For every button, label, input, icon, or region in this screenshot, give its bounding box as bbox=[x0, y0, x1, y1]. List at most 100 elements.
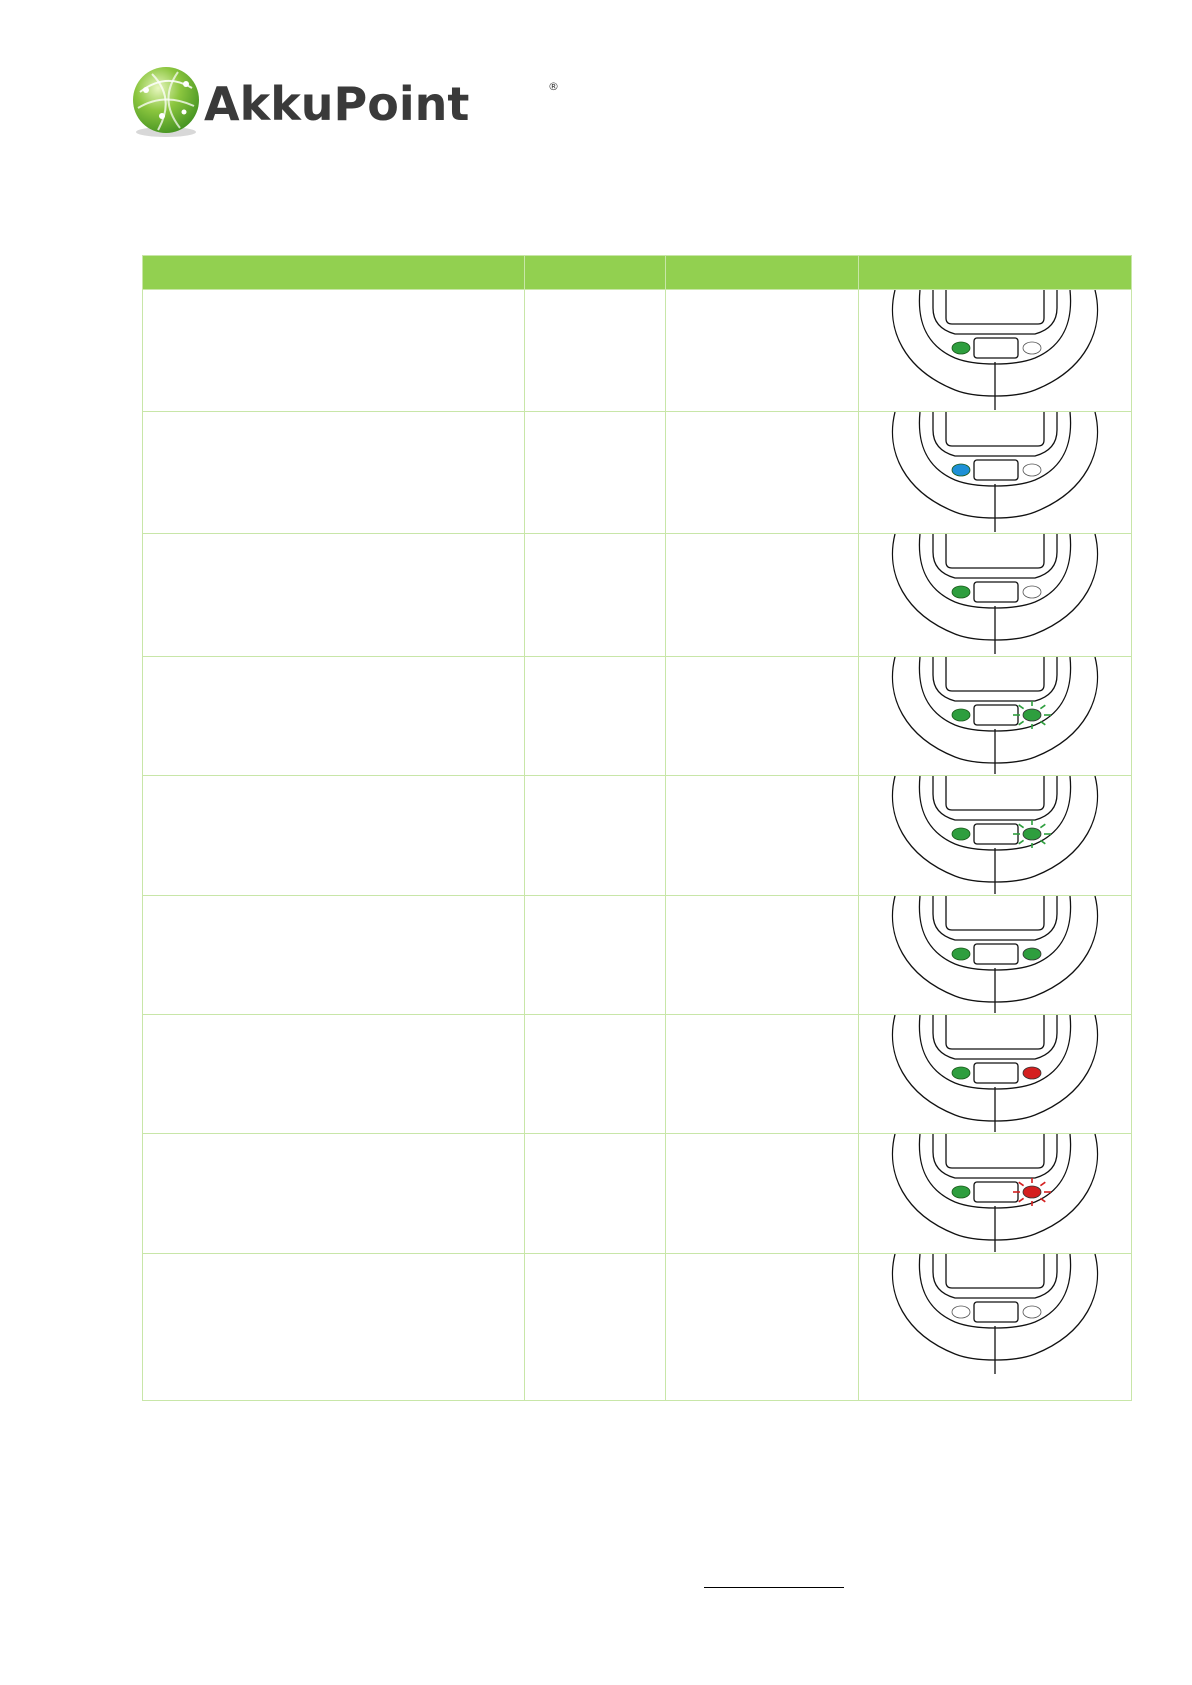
table-cell bbox=[665, 1014, 859, 1134]
left-led-green bbox=[951, 1185, 971, 1199]
right-led-red bbox=[1022, 1066, 1042, 1080]
charger-led-illustration bbox=[891, 412, 1099, 532]
right-led-off bbox=[1022, 463, 1042, 477]
charger-led-illustration bbox=[891, 1134, 1099, 1252]
cell-text bbox=[143, 290, 524, 306]
right-led-green bbox=[1022, 947, 1042, 961]
charger-led-illustration bbox=[891, 534, 1099, 654]
center-button bbox=[973, 823, 1019, 845]
table-cell bbox=[142, 1253, 525, 1401]
cell-text bbox=[666, 1015, 858, 1031]
cell-text bbox=[666, 776, 858, 792]
table-cell bbox=[524, 289, 666, 412]
center-button bbox=[973, 459, 1019, 481]
cell-text bbox=[143, 657, 524, 673]
cell-text bbox=[666, 1134, 858, 1150]
cell-text bbox=[666, 657, 858, 673]
cell-text bbox=[525, 534, 665, 550]
left-led-blue bbox=[951, 463, 971, 477]
cell-text bbox=[143, 776, 524, 792]
cell-text bbox=[525, 1015, 665, 1031]
left-led-off bbox=[951, 1305, 971, 1319]
footer-rule bbox=[704, 1587, 844, 1588]
table-cell bbox=[142, 411, 525, 534]
center-button bbox=[973, 1301, 1019, 1323]
left-led-green bbox=[951, 708, 971, 722]
table-row bbox=[142, 656, 1132, 776]
cell-text bbox=[525, 1134, 665, 1150]
table-cell bbox=[142, 289, 525, 412]
center-button bbox=[973, 337, 1019, 359]
table-cell bbox=[142, 1014, 525, 1134]
table-header-row bbox=[142, 255, 1132, 290]
table-cell bbox=[524, 1014, 666, 1134]
right-led-green bbox=[1022, 708, 1042, 722]
cell-text bbox=[666, 896, 858, 912]
table-cell bbox=[665, 1133, 859, 1254]
table-cell bbox=[142, 1133, 525, 1254]
left-led-green bbox=[951, 585, 971, 599]
led-status-table bbox=[142, 255, 1132, 1401]
device-illustration-cell bbox=[858, 656, 1132, 776]
header-cell bbox=[142, 255, 525, 290]
cell-text bbox=[666, 534, 858, 550]
table-cell bbox=[665, 411, 859, 534]
registered-mark: ® bbox=[548, 80, 559, 93]
center-button bbox=[973, 1181, 1019, 1203]
charger-led-illustration bbox=[891, 1015, 1099, 1132]
charger-led-illustration bbox=[891, 290, 1099, 410]
table-cell bbox=[665, 1253, 859, 1401]
center-button bbox=[973, 704, 1019, 726]
device-illustration-cell bbox=[858, 1133, 1132, 1254]
table-row bbox=[142, 1253, 1132, 1401]
table-row bbox=[142, 895, 1132, 1015]
cell-text bbox=[525, 290, 665, 306]
right-led-off bbox=[1022, 1305, 1042, 1319]
device-illustration-cell bbox=[858, 775, 1132, 896]
cell-text bbox=[143, 896, 524, 912]
table-cell bbox=[524, 656, 666, 776]
brand-name: AkkuPoint bbox=[204, 77, 469, 131]
table-cell bbox=[524, 533, 666, 657]
center-button bbox=[973, 943, 1019, 965]
device-illustration-cell bbox=[858, 895, 1132, 1015]
cell-text bbox=[525, 412, 665, 428]
table-cell bbox=[665, 289, 859, 412]
right-led-off bbox=[1022, 341, 1042, 355]
table-cell bbox=[142, 775, 525, 896]
table-cell bbox=[665, 656, 859, 776]
left-led-green bbox=[951, 1066, 971, 1080]
cell-text bbox=[143, 1254, 524, 1270]
charger-led-illustration bbox=[891, 776, 1099, 894]
cell-text bbox=[666, 412, 858, 428]
table-cell bbox=[142, 656, 525, 776]
table-cell bbox=[665, 895, 859, 1015]
blink-rays-icon bbox=[1013, 701, 1051, 729]
right-led-green bbox=[1022, 827, 1042, 841]
center-button bbox=[973, 1062, 1019, 1084]
cell-text bbox=[143, 1134, 524, 1150]
cell-text bbox=[525, 657, 665, 673]
table-cell bbox=[524, 411, 666, 534]
akkupoint-logo: AkkuPoint ® bbox=[128, 62, 568, 142]
table-row bbox=[142, 1133, 1132, 1254]
cell-text bbox=[666, 290, 858, 306]
left-led-green bbox=[951, 827, 971, 841]
charger-led-illustration bbox=[891, 896, 1099, 1013]
blink-rays-icon bbox=[1013, 1178, 1051, 1206]
left-led-green bbox=[951, 341, 971, 355]
table-cell bbox=[142, 533, 525, 657]
table-cell bbox=[142, 895, 525, 1015]
table-row bbox=[142, 533, 1132, 657]
header-cell bbox=[858, 255, 1132, 290]
charger-led-illustration bbox=[891, 1254, 1099, 1374]
cell-text bbox=[143, 534, 524, 550]
cell-text bbox=[143, 1015, 524, 1031]
header-cell bbox=[524, 255, 666, 290]
cell-text bbox=[666, 1254, 858, 1270]
table-cell bbox=[665, 775, 859, 896]
device-illustration-cell bbox=[858, 411, 1132, 534]
header-cell bbox=[665, 255, 859, 290]
table-cell bbox=[524, 1133, 666, 1254]
right-led-red bbox=[1022, 1185, 1042, 1199]
